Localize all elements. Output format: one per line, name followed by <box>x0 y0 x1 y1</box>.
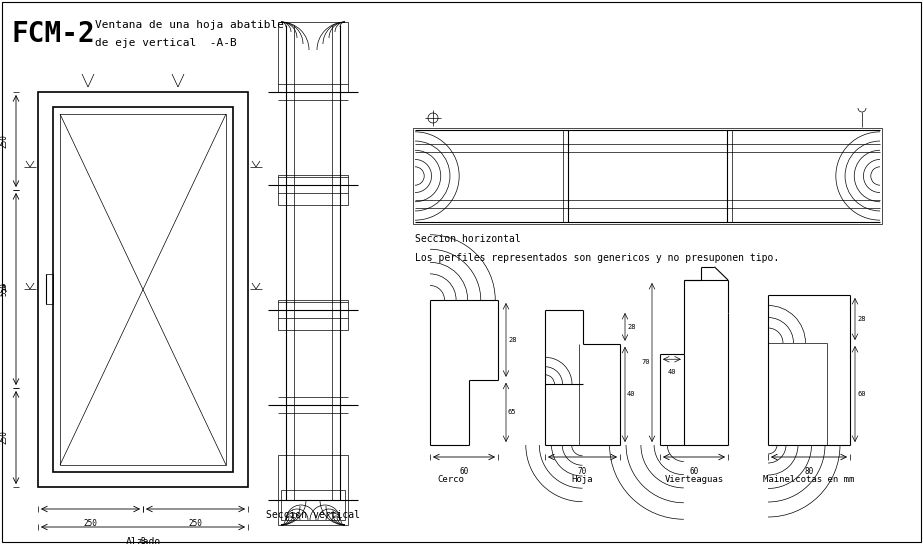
Bar <box>46 274 53 304</box>
Text: Mainelcotas en mm: Mainelcotas en mm <box>763 475 855 484</box>
Text: Seccion vertical: Seccion vertical <box>266 510 360 520</box>
Bar <box>281 490 345 520</box>
Text: 250: 250 <box>0 134 8 148</box>
Text: 60: 60 <box>460 467 469 476</box>
Text: Los perfiles representados son genericos y no presuponen tipo.: Los perfiles representados son genericos… <box>415 253 779 263</box>
Text: 550: 550 <box>0 282 8 296</box>
Text: 40: 40 <box>667 369 676 375</box>
Bar <box>278 300 348 330</box>
Bar <box>60 114 226 465</box>
Text: 250: 250 <box>188 519 202 528</box>
Text: 250: 250 <box>0 430 8 444</box>
Bar <box>38 92 248 487</box>
Bar <box>413 128 882 224</box>
Text: 28: 28 <box>857 316 866 322</box>
Text: Alzado: Alzado <box>126 537 161 544</box>
Text: de eje vertical  -A-B: de eje vertical -A-B <box>95 38 237 48</box>
Text: Cerco: Cerco <box>437 475 464 484</box>
Text: Hoja: Hoja <box>571 475 593 484</box>
Text: B: B <box>140 537 145 544</box>
Text: 250: 250 <box>84 519 98 528</box>
Text: 80: 80 <box>804 467 814 476</box>
Text: A: A <box>1 284 7 294</box>
Text: FCM-2: FCM-2 <box>12 20 96 48</box>
Bar <box>278 455 348 525</box>
Bar <box>278 175 348 205</box>
Text: 40: 40 <box>627 391 636 397</box>
Text: Seccion horizontal: Seccion horizontal <box>415 234 521 244</box>
Bar <box>53 107 233 472</box>
Text: 70: 70 <box>641 360 650 366</box>
Text: 70: 70 <box>578 467 587 476</box>
Text: 28: 28 <box>627 324 636 330</box>
Text: 65: 65 <box>508 410 517 416</box>
Text: Ventana de una hoja abatible: Ventana de una hoja abatible <box>95 20 284 30</box>
Text: 28: 28 <box>508 337 517 343</box>
Text: Vierteaguas: Vierteaguas <box>665 475 724 484</box>
Bar <box>278 22 348 92</box>
Text: 60: 60 <box>689 467 699 476</box>
Text: 60: 60 <box>857 391 866 397</box>
